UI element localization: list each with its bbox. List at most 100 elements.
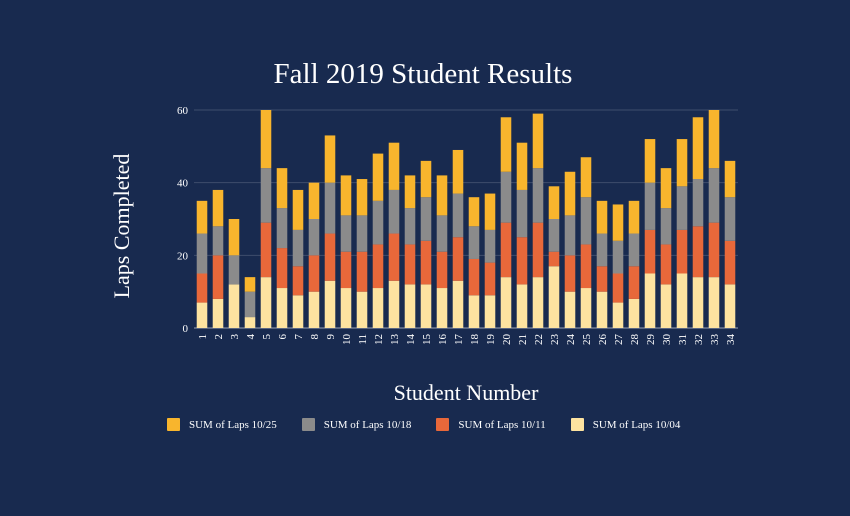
legend-swatch xyxy=(436,418,450,431)
y-tick-label: 0 xyxy=(183,323,189,335)
bar-segment xyxy=(388,280,400,328)
bar-segment xyxy=(324,233,336,281)
bar-segment xyxy=(532,113,544,169)
legend-label: SUM of Laps 10/11 xyxy=(458,418,546,431)
bar-segment xyxy=(244,277,256,292)
bar-segment xyxy=(452,193,464,238)
bar-segment xyxy=(660,284,672,328)
bar-segment xyxy=(516,284,528,328)
x-tick-label: 2 xyxy=(213,334,225,340)
bar-segment xyxy=(356,291,368,328)
bar-segment xyxy=(676,229,688,274)
x-tick-label: 28 xyxy=(629,334,641,346)
bar-segment xyxy=(404,175,416,209)
bar-segment xyxy=(404,208,416,245)
bar-segment xyxy=(420,240,432,285)
bar-segment xyxy=(596,266,608,292)
x-tick-label: 13 xyxy=(389,334,401,346)
bar-segment xyxy=(500,222,512,278)
x-tick-label: 7 xyxy=(293,334,305,340)
x-tick-label: 29 xyxy=(645,334,657,346)
bar-segment xyxy=(692,226,704,278)
legend-item: SUM of Laps 10/18 xyxy=(301,418,411,431)
bar-segment xyxy=(580,197,592,245)
bar-segment xyxy=(612,240,624,274)
x-tick-label: 32 xyxy=(693,334,705,345)
bar-segment xyxy=(564,255,576,292)
bar-segment xyxy=(420,284,432,328)
bar-segment xyxy=(628,266,640,299)
bar-segment xyxy=(500,277,512,328)
legend: SUM of Laps 10/25 SUM of Laps 10/18 SUM of… xyxy=(167,418,705,431)
bar-segment xyxy=(660,168,672,209)
bar-segment xyxy=(452,280,464,328)
bar-segment xyxy=(324,280,336,328)
bar-segment xyxy=(292,229,304,267)
bar-segment xyxy=(580,288,592,328)
bar-segment xyxy=(260,222,272,278)
bar-segment xyxy=(596,200,608,234)
legend-item: SUM of Laps 10/04 xyxy=(570,418,681,431)
legend-label: SUM of Laps 10/25 xyxy=(189,418,277,431)
x-tick-label: 4 xyxy=(245,334,257,340)
bar-segment xyxy=(356,215,368,252)
bar-segment xyxy=(308,182,320,219)
bar-segment xyxy=(260,277,272,328)
bar-segment xyxy=(260,168,272,223)
chart-title: Fall 2019 Student Results xyxy=(273,58,573,90)
bar-segment xyxy=(276,168,288,209)
bar-segment xyxy=(532,277,544,328)
bar-segment xyxy=(468,226,480,259)
bar-segment xyxy=(404,244,416,285)
x-tick-label: 30 xyxy=(661,334,673,346)
bar-segment xyxy=(276,248,288,289)
bar-segment xyxy=(324,182,336,234)
x-tick-label: 1 xyxy=(197,334,209,340)
bar-segment xyxy=(372,200,384,245)
x-tick-label: 18 xyxy=(469,334,481,346)
y-tick-label: 60 xyxy=(177,105,189,117)
bar-segment xyxy=(676,139,688,187)
bar-segment xyxy=(564,215,576,256)
bar-segment xyxy=(196,200,208,234)
legend-swatch xyxy=(167,418,180,431)
x-tick-label: 22 xyxy=(533,334,545,345)
legend-swatch xyxy=(570,418,584,431)
bar-segment xyxy=(724,160,736,198)
bar-segment xyxy=(244,291,256,318)
bar-segment xyxy=(436,215,448,252)
bar-segment xyxy=(292,266,304,296)
x-tick-label: 10 xyxy=(341,334,353,346)
bar-segment xyxy=(628,298,640,328)
bar-segment xyxy=(692,277,704,328)
x-tick-label: 17 xyxy=(453,334,465,346)
bar-segment xyxy=(212,226,224,256)
bar-segment xyxy=(324,135,336,183)
bar-segment xyxy=(212,298,224,328)
bar-segment xyxy=(196,233,208,274)
x-tick-label: 11 xyxy=(357,334,369,345)
bar-segment xyxy=(676,186,688,230)
bar-segment xyxy=(292,295,304,328)
bar-segment xyxy=(292,189,304,230)
bar-segment xyxy=(708,222,720,278)
bar-segment xyxy=(212,255,224,299)
legend-label: SUM of Laps 10/04 xyxy=(592,418,681,431)
x-tick-label: 15 xyxy=(421,334,433,346)
bar-segment xyxy=(564,291,576,328)
bar-segment xyxy=(260,110,272,169)
legend-swatch xyxy=(301,418,315,431)
bar-segment xyxy=(724,284,736,328)
bar-segment xyxy=(644,229,656,274)
bar-segment xyxy=(308,291,320,328)
bar-segment xyxy=(372,244,384,289)
y-tick-label: 20 xyxy=(177,250,189,262)
bar-segment xyxy=(484,229,496,263)
bar-segment xyxy=(388,189,400,234)
bar-segment xyxy=(372,288,384,328)
bar-segment xyxy=(532,168,544,223)
bar-segment xyxy=(196,302,208,328)
bar-segment xyxy=(420,197,432,241)
x-tick-label: 3 xyxy=(229,334,241,340)
